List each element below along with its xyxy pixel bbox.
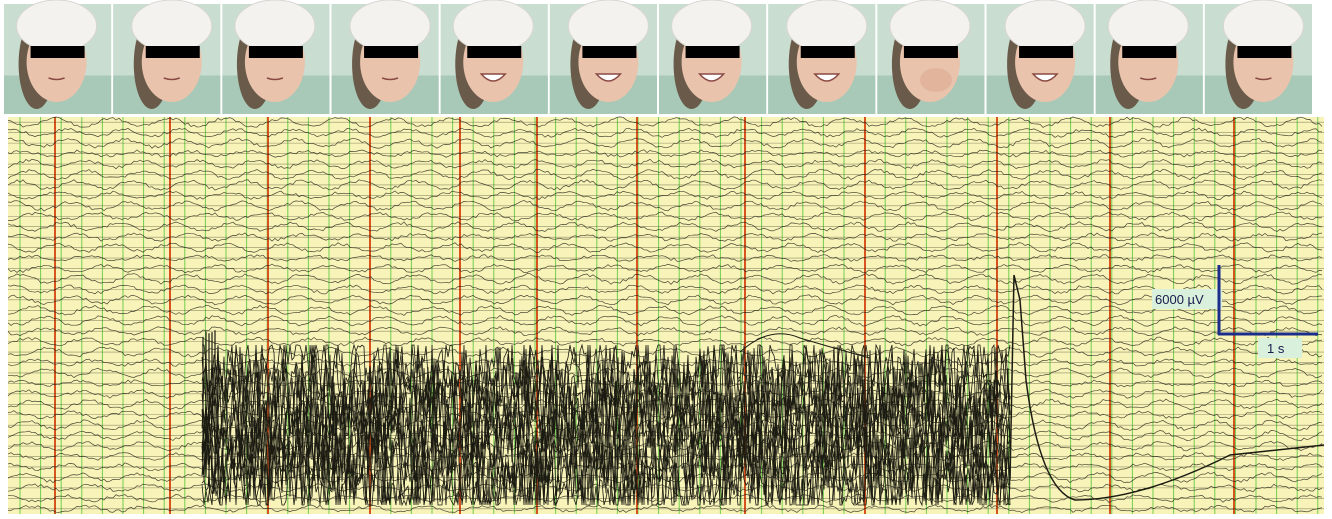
head-wrap [671,0,753,53]
video-frame [549,0,657,114]
eye-bar [364,46,419,58]
eeg-trace [7,232,1323,242]
eye-bar [30,46,85,58]
voltage-label-bg [1152,289,1222,309]
eeg-trace [7,127,1323,138]
video-frame [1095,0,1203,114]
mouth-smile [479,73,507,82]
mouth-neutral [163,77,181,81]
eeg-trace [7,168,1323,181]
eeg-trace [7,137,1323,149]
eeg-trace [7,379,1323,388]
eeg-trace [7,273,1323,285]
video-frame [659,0,767,114]
eeg-panel [7,116,1325,514]
post-ictal-slow-wave [739,274,1325,501]
seizure-burst [201,330,1011,507]
head-wrap [349,0,431,53]
eye-bar [467,46,522,58]
head-wrap [1107,0,1189,53]
video-frame [4,0,112,114]
video-frame [222,0,330,114]
video-frame [768,0,876,114]
head-wrap [452,0,534,53]
eye-bar [1019,46,1074,58]
seizure-trace [201,418,1011,507]
video-frame-strip [4,0,1312,114]
mouth-neutral [381,77,399,81]
eeg-trace [7,504,1323,513]
head-wrap [786,0,868,53]
eeg-trace [7,314,1323,327]
eeg-vertical-grid [19,117,1319,514]
eye-bar [685,46,740,58]
seizure-trace [201,439,1011,507]
video-frame [440,0,548,114]
eeg-trace [7,116,1323,128]
slow-wave-trace [1009,274,1325,501]
mouth-smile [813,73,841,82]
head-wrap [234,0,316,53]
mouth-neutral [1139,77,1157,81]
video-frame [986,0,1094,114]
head-wrap [1222,0,1304,53]
head-wrap [567,0,649,53]
head-wrap [1004,0,1086,53]
artifact-wave [739,333,871,359]
eeg-trace [7,254,1323,262]
eye-bar [145,46,200,58]
eeg-trace [7,294,1323,306]
mouth-neutral [266,77,284,81]
seizure-trace [201,344,1011,439]
mouth-neutral [48,77,65,81]
mouth-smile [594,73,623,82]
hand [919,68,952,92]
time-label-bg [1258,338,1302,358]
head-wrap [889,0,971,53]
eeg-trace [7,284,1323,295]
eeg-trace [7,346,1323,358]
eeg-trace [7,149,1323,158]
video-frame [113,0,221,114]
video-frame [1204,0,1312,114]
video-frame [331,0,439,114]
eeg-trace [7,158,1323,170]
eye-bar [800,46,855,58]
eye-bar [248,46,303,58]
eeg-trace [7,326,1323,337]
scale-bar: 6000 µV 1 s [1152,265,1318,358]
eeg-trace [7,336,1323,347]
voltage-scale-label: 6000 µV [1155,292,1204,307]
mouth-neutral [1255,77,1272,81]
seizure-trace [201,431,1011,507]
eye-bar [582,46,637,58]
eye-bar [903,46,958,58]
eeg-trace [7,221,1323,232]
eye-bar [1237,46,1292,58]
eeg-trace [7,179,1323,191]
head-wrap [16,0,98,53]
eeg-trace [7,304,1323,316]
seizure-trace [201,377,1011,480]
mouth-smile [1031,73,1059,82]
mouth-smile [697,73,726,82]
eeg-trace [7,190,1323,201]
head-wrap [131,0,213,53]
eeg-trace [7,211,1323,222]
eeg-trace [7,263,1323,274]
seizure-trace [201,402,1011,506]
eeg-trace [7,200,1323,212]
eeg-trace [7,242,1323,253]
eye-bar [1122,46,1177,58]
time-scale-label: 1 s [1267,341,1285,356]
video-frame [877,0,985,114]
